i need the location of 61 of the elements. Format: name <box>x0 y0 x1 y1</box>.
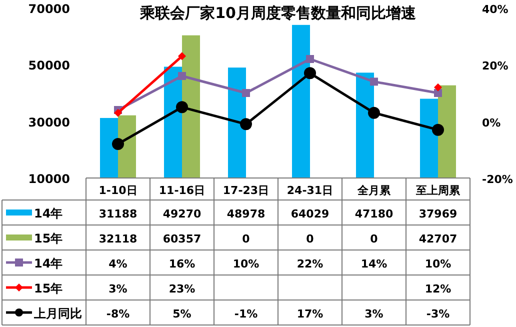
x-tick-label: 11-16日 <box>158 184 206 197</box>
point <box>114 108 122 117</box>
data-label: 3% <box>364 308 384 320</box>
data-label: 37969 <box>418 208 458 220</box>
chart-title: 乘联会厂家10月周度零售数量和同比增速 <box>139 4 417 22</box>
x-tick-label: 17-23日 <box>222 184 270 197</box>
data-label: 48978 <box>226 208 266 220</box>
legend-label: 15年 <box>34 232 63 246</box>
point <box>178 72 186 80</box>
data-label: 10% <box>232 258 260 270</box>
data-label: 32118 <box>98 232 138 246</box>
data-label: 4% <box>108 258 128 270</box>
data-label: 47180 <box>354 208 394 220</box>
data-label: 10% <box>424 258 452 270</box>
y-tick-label: 50000 <box>28 58 70 73</box>
y2-tick-label: 20% <box>482 60 508 73</box>
point <box>304 67 316 80</box>
y-tick-label: 10000 <box>28 172 70 186</box>
point <box>112 138 124 150</box>
data-label: 17% <box>296 308 324 320</box>
point <box>434 89 442 97</box>
data-label: 14% <box>360 258 388 270</box>
point <box>368 106 380 119</box>
legend-label: 14年 <box>34 256 63 270</box>
point <box>176 101 188 114</box>
data-label: -1% <box>234 308 258 320</box>
text: 0 <box>242 232 250 246</box>
x-tick-label: 24-31日 <box>286 184 334 197</box>
point <box>240 118 252 130</box>
data-label: 5% <box>172 308 192 320</box>
data-label: 64029 <box>290 208 330 220</box>
x-tick-label: 全月累 <box>356 184 392 197</box>
data-label: -3% <box>426 308 450 320</box>
legend-label: 15年 <box>34 282 63 296</box>
text: 0 <box>370 232 378 246</box>
data-label: -8% <box>106 308 130 320</box>
point <box>370 78 378 86</box>
y-tick-label: 30000 <box>28 115 70 130</box>
point <box>242 89 250 97</box>
point <box>432 124 444 136</box>
point <box>306 55 314 63</box>
data-label: 12% <box>424 282 452 296</box>
data-label: 49270 <box>162 208 202 220</box>
point <box>178 52 186 60</box>
point <box>434 83 442 92</box>
text: 0 <box>306 232 314 246</box>
y2-tick-label: 0% <box>482 116 501 130</box>
legend-label: 上月同比 <box>33 306 82 320</box>
data-label: 16% <box>168 258 196 270</box>
data-label: 23% <box>168 282 196 296</box>
y2-tick-label: -20% <box>482 173 513 186</box>
legend-label: 14年 <box>34 206 63 220</box>
x-tick-label: 至上周累 <box>415 184 461 197</box>
data-label: 42707 <box>418 232 458 246</box>
data-label: 3% <box>108 282 128 296</box>
data-label: 31188 <box>98 208 138 220</box>
x-tick-label: 1-10日 <box>98 184 138 197</box>
data-label: 22% <box>296 258 324 270</box>
data-label: 60357 <box>162 232 202 246</box>
y2-tick-label: 40% <box>482 3 508 16</box>
y-tick-label: 70000 <box>28 2 70 16</box>
